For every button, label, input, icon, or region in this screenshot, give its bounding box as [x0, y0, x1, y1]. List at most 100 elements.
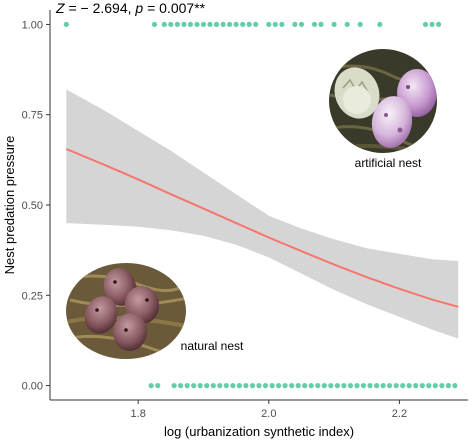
fit-line	[65, 148, 459, 308]
data-point-predated	[429, 21, 435, 27]
data-point-predated	[220, 21, 226, 27]
data-point-predated	[422, 21, 429, 27]
data-point-survived	[276, 383, 282, 389]
y-axis-title: Nest predation pressure	[2, 136, 17, 275]
data-point-survived	[262, 383, 269, 389]
data-point-predated	[344, 21, 350, 27]
data-point-survived	[223, 383, 229, 389]
y-ticks: 0.00 0.25 0.50 0.75 1.00	[22, 19, 50, 393]
data-point-predated	[298, 21, 305, 27]
artificial-nest-caption: artificial nest	[355, 156, 422, 170]
data-point-predated	[357, 21, 363, 27]
data-point-survived	[256, 383, 262, 389]
data-point-predated	[377, 21, 383, 27]
x-tick-label: 2.0	[261, 408, 276, 420]
data-point-survived	[374, 383, 380, 389]
data-point-predated	[181, 21, 187, 27]
data-point-predated	[311, 21, 318, 27]
data-point-survived	[419, 383, 425, 389]
natural-nest-photo	[66, 263, 186, 359]
data-point-survived	[315, 383, 321, 389]
y-tick-label: 0.00	[22, 381, 43, 393]
data-point-survived	[178, 383, 184, 389]
data-point-survived	[439, 383, 445, 389]
data-point-survived	[302, 383, 308, 389]
data-point-survived	[328, 383, 334, 389]
artificial-nest-photo	[329, 49, 437, 153]
data-point-survived	[184, 383, 190, 389]
data-point-survived	[155, 383, 161, 389]
p-symbol: p	[134, 0, 143, 16]
data-point-predated	[233, 21, 239, 27]
data-point-predated	[331, 21, 337, 27]
x-axis-title: log (urbanization synthetic index)	[164, 424, 354, 439]
z-value: = − 2.694,	[65, 0, 136, 16]
data-point-survived	[393, 383, 399, 389]
data-point-survived	[387, 383, 393, 389]
data-point-survived	[236, 383, 242, 389]
data-point-predated	[266, 21, 272, 27]
data-point-predated	[161, 21, 167, 27]
data-point-predated	[272, 21, 278, 27]
confidence-band	[66, 89, 459, 339]
data-point-survived	[413, 383, 419, 389]
data-points-layer	[63, 21, 458, 389]
data-point-predated	[246, 21, 252, 27]
x-ticks: 1.8 2.0 2.2	[131, 400, 407, 420]
data-point-survived	[347, 383, 353, 389]
data-point-predated	[187, 21, 193, 27]
data-point-survived	[269, 383, 275, 389]
statistic-annotation: Z = − 2.694, p = 0.007**	[55, 0, 206, 16]
y-tick-label: 1.00	[22, 19, 43, 31]
x-tick-label: 2.2	[392, 408, 407, 420]
data-point-predated	[194, 21, 200, 27]
data-point-survived	[295, 383, 301, 389]
data-point-survived	[426, 383, 432, 389]
data-point-survived	[308, 383, 314, 389]
data-point-predated	[318, 21, 324, 27]
data-point-predated	[227, 21, 233, 27]
data-point-predated	[63, 21, 69, 27]
fit-line-layer	[65, 148, 459, 308]
data-point-predated	[240, 21, 246, 27]
data-point-survived	[148, 383, 154, 389]
data-point-survived	[354, 383, 360, 389]
data-point-survived	[432, 383, 438, 389]
data-point-survived	[321, 383, 327, 389]
data-point-survived	[406, 383, 412, 389]
data-point-predated	[436, 21, 442, 27]
y-tick-label: 0.50	[22, 200, 43, 212]
data-point-survived	[445, 383, 451, 389]
data-point-predated	[253, 21, 259, 27]
y-tick-label: 0.75	[22, 110, 43, 122]
data-point-survived	[334, 383, 340, 389]
data-point-survived	[400, 383, 406, 389]
data-point-predated	[207, 21, 213, 27]
data-point-predated	[292, 21, 298, 27]
p-value: = 0.007**	[143, 0, 205, 16]
data-point-survived	[341, 383, 347, 389]
y-tick-label: 0.25	[22, 290, 43, 302]
data-point-survived	[452, 383, 458, 389]
data-point-survived	[243, 383, 249, 389]
data-point-survived	[191, 383, 197, 389]
z-symbol: Z	[55, 0, 65, 16]
natural-nest-caption: natural nest	[181, 339, 244, 353]
data-point-predated	[151, 21, 158, 27]
data-point-survived	[380, 383, 386, 389]
data-point-survived	[367, 383, 373, 389]
data-point-predated	[213, 21, 220, 27]
data-point-survived	[360, 383, 367, 389]
data-point-predated	[279, 21, 285, 27]
data-point-survived	[197, 383, 203, 389]
data-point-survived	[171, 383, 177, 389]
data-point-survived	[204, 383, 210, 389]
data-point-predated	[200, 21, 207, 27]
data-point-survived	[282, 383, 288, 389]
data-point-survived	[289, 383, 295, 389]
data-point-survived	[210, 383, 216, 389]
data-point-predated	[174, 21, 180, 27]
data-point-survived	[249, 383, 256, 389]
data-point-predated	[168, 21, 174, 27]
